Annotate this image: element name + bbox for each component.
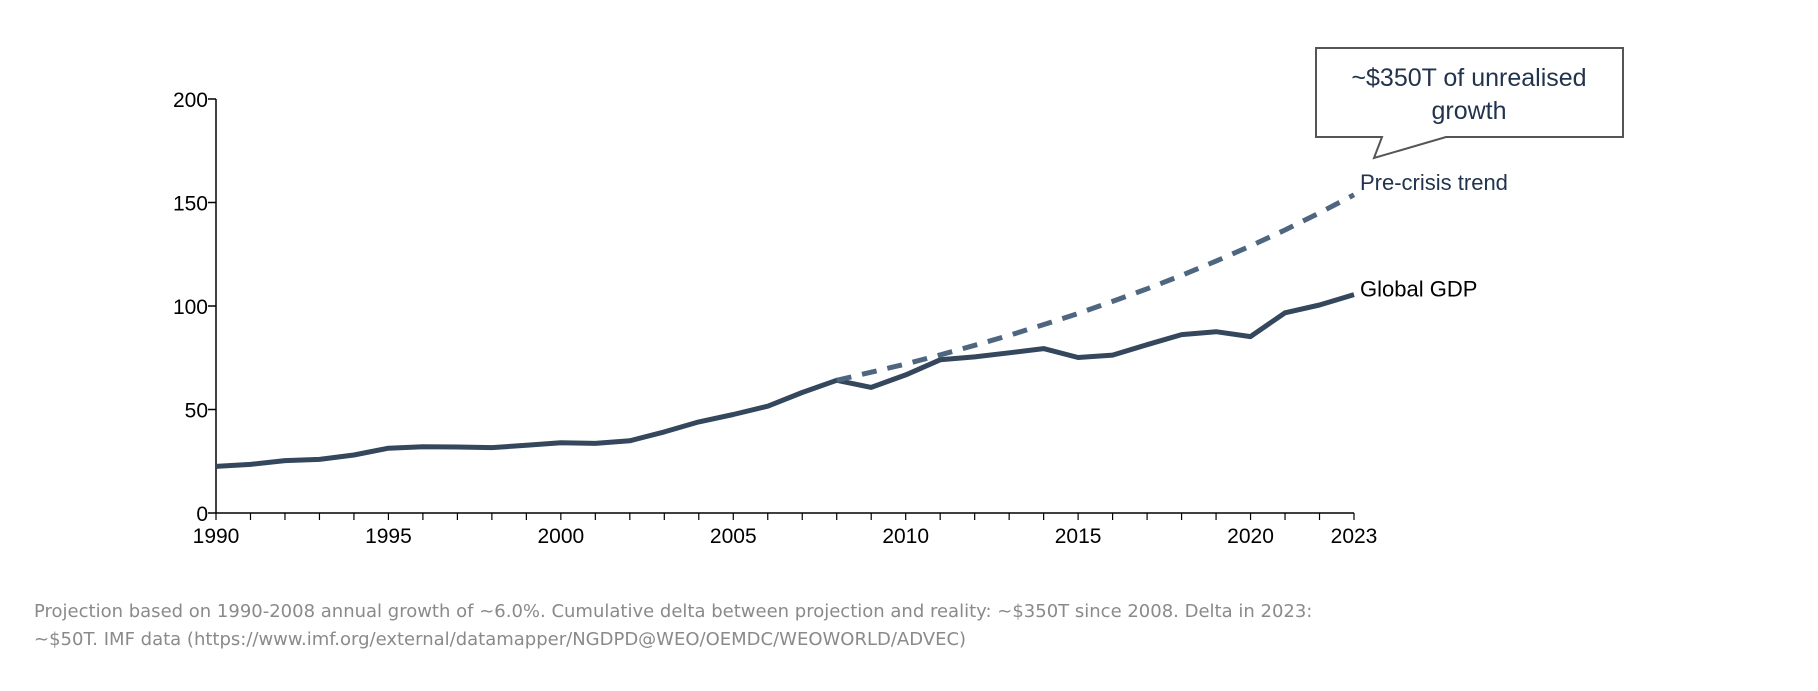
y-tick-label: 0 — [196, 503, 208, 526]
footnote-line-2: ~$50T. IMF data (https://www.imf.org/ext… — [34, 629, 967, 650]
x-tick-label: 2020 — [1227, 525, 1274, 548]
y-tick-label: 200 — [173, 89, 208, 112]
x-tick-label: 1990 — [193, 525, 240, 548]
x-tick-label: 2005 — [710, 525, 757, 548]
y-tick-label: 150 — [173, 193, 208, 216]
gdp-line-chart: 0 50 100 150 200 1990 1995 2000 2005 2010 2015 2020… — [173, 47, 1624, 548]
chart-axes: 0 50 100 150 200 1990 1995 2000 2005 2010 2015 2020… — [173, 89, 1377, 548]
x-tick-label: 2010 — [882, 525, 929, 548]
callout-text-line-1: ~$350T of unrealised — [1351, 64, 1586, 92]
unrealised-growth-callout: ~$350T of unrealised growth — [1315, 47, 1624, 160]
callout-box — [1315, 47, 1624, 160]
pre-crisis-trend-label: Pre-crisis trend — [1360, 170, 1508, 195]
y-tick-label: 100 — [173, 296, 208, 319]
x-tick-label: 2023 — [1331, 525, 1378, 548]
y-tick-label: 50 — [185, 400, 208, 423]
callout-text-line-2: growth — [1431, 97, 1506, 125]
x-tick-label: 2015 — [1055, 525, 1102, 548]
x-tick-label: 1995 — [365, 525, 412, 548]
pre-crisis-trend-line — [836, 192, 1356, 383]
footnote-line-1: Projection based on 1990-2008 annual gro… — [34, 601, 1313, 622]
global-gdp-label: Global GDP — [1360, 277, 1477, 302]
x-tick-label: 2000 — [537, 525, 584, 548]
chart-series-labels: Global GDP Pre-crisis trend — [1360, 170, 1508, 302]
global-gdp-line — [215, 292, 1355, 469]
chart-footnote: Projection based on 1990-2008 annual gro… — [34, 598, 1354, 654]
chart-series — [215, 192, 1356, 469]
